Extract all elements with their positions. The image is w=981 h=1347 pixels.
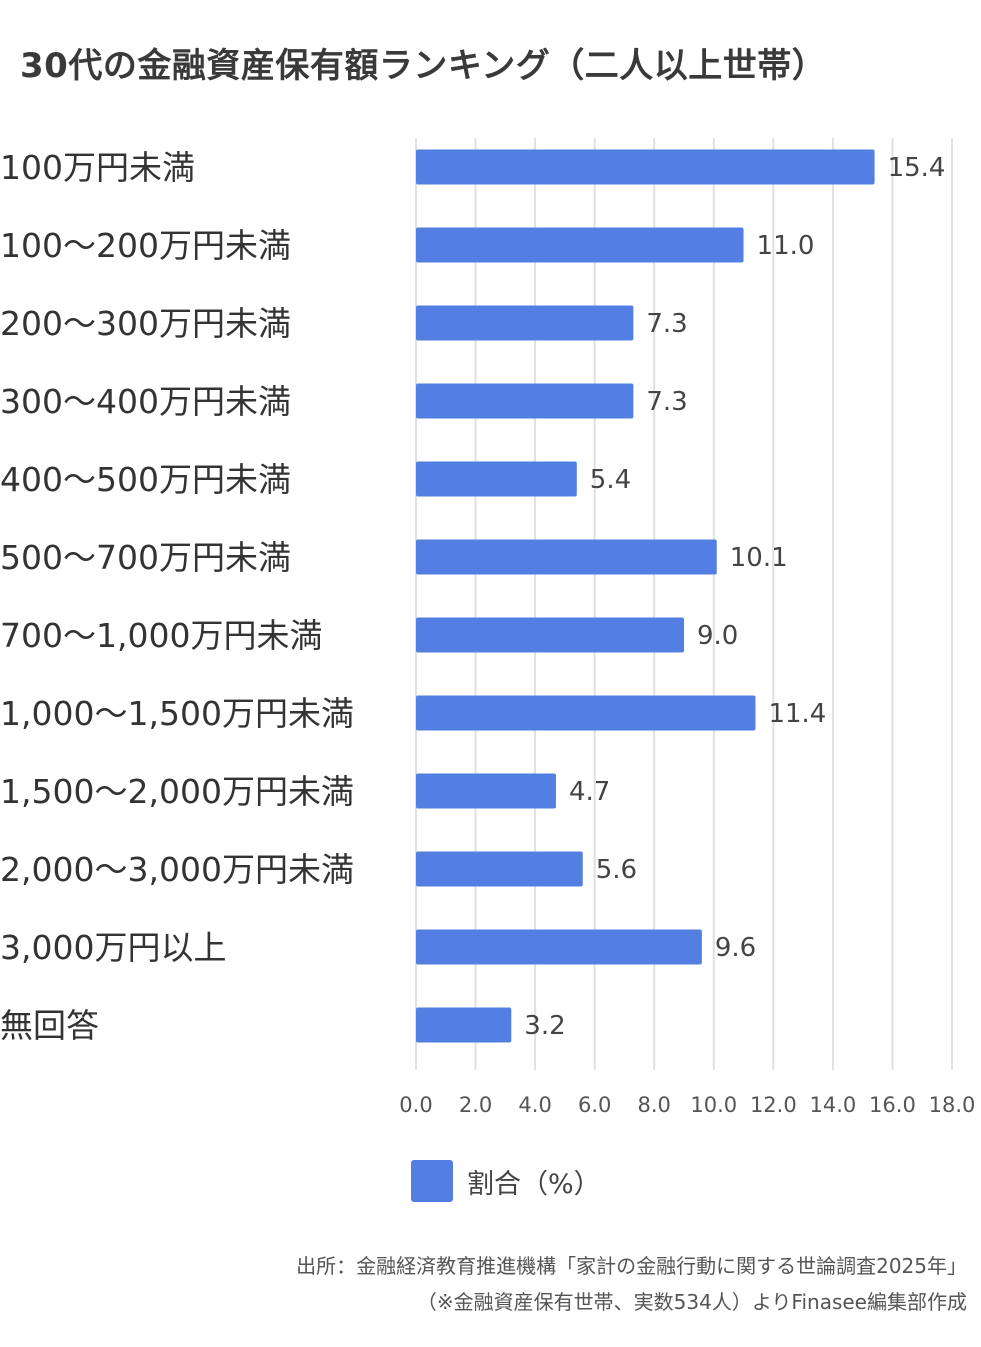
value-label: 11.0 bbox=[757, 231, 815, 261]
category-labels: 100万円未満 100〜200万円未満 200〜300万円未満 300〜400万円未満… bbox=[0, 148, 354, 1045]
source-note-line2: （※金融資産保有世帯、実数534人）よりFinasee編集部作成 bbox=[416, 1290, 967, 1314]
value-label: 11.4 bbox=[768, 699, 826, 729]
category-label: 500〜700万円未満 bbox=[0, 538, 291, 577]
bar bbox=[416, 851, 583, 887]
x-tick-label: 8.0 bbox=[638, 1093, 671, 1117]
x-tick-label: 6.0 bbox=[578, 1093, 611, 1117]
value-label: 3.2 bbox=[524, 1011, 565, 1041]
value-labels: 15.4 11.0 7.3 7.3 5.4 10.1 9.0 11.4 4.7 5.6 9.6 3.2 bbox=[524, 153, 945, 1041]
value-label: 5.4 bbox=[590, 465, 631, 495]
category-label: 400〜500万円未満 bbox=[0, 460, 291, 499]
category-label: 1,500〜2,000万円未満 bbox=[0, 772, 354, 811]
category-label: 200〜300万円未満 bbox=[0, 304, 291, 343]
bar bbox=[416, 695, 756, 731]
bar bbox=[416, 539, 717, 575]
value-label: 15.4 bbox=[888, 153, 946, 183]
category-label: 700〜1,000万円未満 bbox=[0, 616, 322, 655]
value-label: 4.7 bbox=[569, 777, 610, 807]
value-label: 10.1 bbox=[730, 543, 788, 573]
category-label: 1,000〜1,500万円未満 bbox=[0, 694, 354, 733]
x-tick-label: 2.0 bbox=[459, 1093, 492, 1117]
bars bbox=[416, 149, 875, 1043]
x-tick-label: 14.0 bbox=[810, 1093, 857, 1117]
bar bbox=[416, 227, 744, 263]
x-tick-label: 12.0 bbox=[750, 1093, 797, 1117]
x-tick-label: 16.0 bbox=[869, 1093, 916, 1117]
bar bbox=[416, 617, 684, 653]
bar bbox=[416, 929, 702, 965]
value-label: 5.6 bbox=[596, 855, 637, 885]
bar bbox=[416, 461, 577, 497]
bar-chart: 100万円未満 100〜200万円未満 200〜300万円未満 300〜400万円未満… bbox=[0, 138, 975, 1117]
value-label: 9.0 bbox=[697, 621, 738, 651]
x-tick-labels: 0.0 2.0 4.0 6.0 8.0 10.0 12.0 14.0 16.0 18.0 bbox=[399, 1093, 975, 1117]
category-label: 3,000万円以上 bbox=[0, 928, 226, 967]
category-label: 100万円未満 bbox=[0, 148, 195, 187]
x-tick-label: 4.0 bbox=[518, 1093, 551, 1117]
value-label: 9.6 bbox=[715, 933, 756, 963]
gridlines bbox=[415, 138, 953, 1070]
chart-title: 30代の金融資産保有額ランキング（二人以上世帯） bbox=[20, 46, 827, 86]
legend-label: 割合（%） bbox=[467, 1168, 601, 1200]
x-tick-label: 18.0 bbox=[929, 1093, 976, 1117]
legend-swatch bbox=[411, 1160, 453, 1202]
legend: 割合（%） bbox=[411, 1160, 601, 1202]
x-tick-label: 10.0 bbox=[690, 1093, 737, 1117]
category-label: 300〜400万円未満 bbox=[0, 382, 291, 421]
value-label: 7.3 bbox=[646, 309, 687, 339]
bar bbox=[416, 773, 556, 809]
bar bbox=[416, 149, 875, 185]
category-label: 無回答 bbox=[0, 1006, 99, 1045]
value-label: 7.3 bbox=[646, 387, 687, 417]
category-label: 100〜200万円未満 bbox=[0, 226, 291, 265]
source-note-line1: 出所：金融経済教育推進機構「家計の金融行動に関する世論調査2025年」 bbox=[296, 1254, 967, 1278]
bar bbox=[416, 305, 634, 341]
category-label: 2,000〜3,000万円未満 bbox=[0, 850, 354, 889]
x-tick-label: 0.0 bbox=[399, 1093, 432, 1117]
bar bbox=[416, 383, 634, 419]
bar bbox=[416, 1007, 512, 1043]
